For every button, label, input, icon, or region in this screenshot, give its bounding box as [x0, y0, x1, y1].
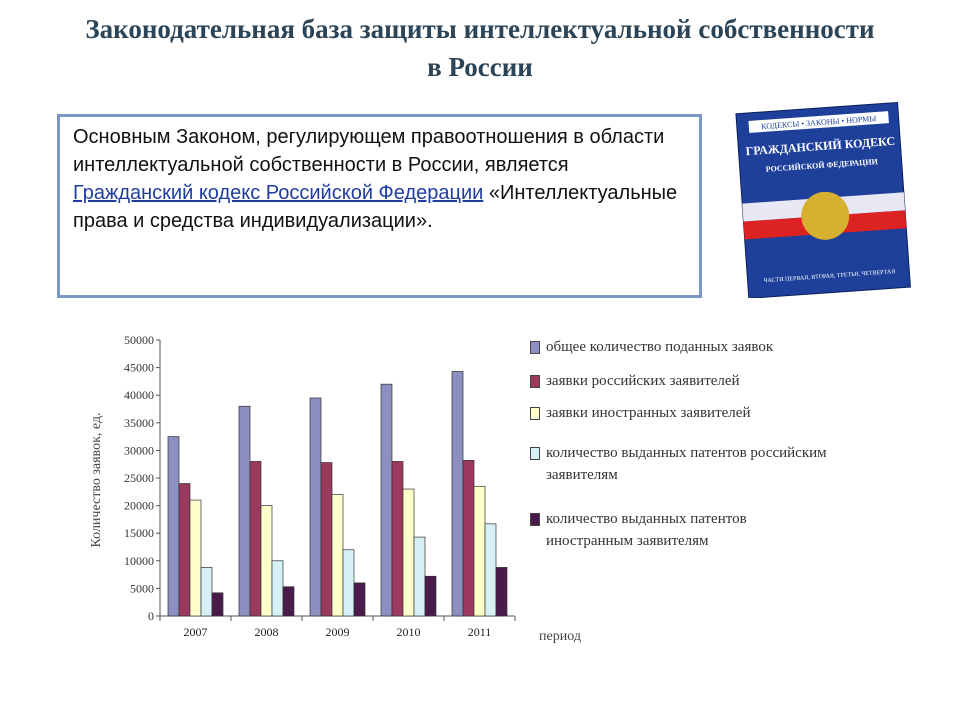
legend-item: количество выданных патентов иностранным… [530, 508, 830, 552]
y-tick-label: 10000 [124, 554, 154, 568]
bar [200, 567, 213, 617]
x-axis-label: период [539, 629, 581, 644]
legend-item: заявки иностранных заявителей [530, 402, 830, 424]
label [748, 111, 889, 133]
y-tick-label: 20000 [124, 499, 154, 513]
bar [402, 488, 415, 617]
bar [451, 371, 464, 617]
bar [211, 592, 224, 617]
bar [238, 405, 251, 617]
legend-label: количество выданных патентов иностранным… [546, 511, 747, 549]
bar [424, 575, 437, 617]
bar [271, 560, 284, 617]
legend-swatch [530, 407, 540, 420]
x-tick-label: 2010 [397, 625, 421, 639]
x-tick-label: 2008 [255, 625, 279, 639]
y-tick-label: 45000 [124, 361, 154, 375]
bar [331, 494, 344, 617]
legend-swatch [530, 513, 540, 526]
emblem [801, 191, 850, 240]
bar [320, 462, 333, 617]
legend-swatch [530, 375, 540, 388]
x-tick-label: 2009 [326, 625, 350, 639]
legend-label: количество выданных патентов российским … [546, 445, 827, 483]
bar [167, 436, 180, 617]
text-box: Основным Законом, регулирующем правоотно… [57, 114, 702, 298]
bar [462, 459, 475, 617]
bar [189, 499, 202, 617]
bar [309, 397, 322, 617]
chart: Количество заявок, ед. период 0 5000 10000… [89, 333, 581, 644]
legend-label: общее количество поданных заявок [546, 339, 774, 355]
legend-label: заявки иностранных заявителей [546, 405, 751, 421]
slide-title: Законодательная база защиты интеллектуал… [85, 14, 875, 82]
x-tick-label: 2007 [184, 625, 208, 639]
bar [495, 567, 508, 617]
link[interactable]: Гражданский кодекс Российской Федерации [73, 182, 484, 204]
y-tick-label: 25000 [124, 471, 154, 485]
bar [413, 536, 426, 617]
bar [353, 582, 366, 617]
text: Основным Законом, регулирующем правоотно… [73, 126, 665, 176]
y-axis-label: Количество заявок, ед. [89, 412, 104, 547]
y-tick-label: 0 [148, 609, 154, 623]
y-tick-label: 15000 [124, 526, 154, 540]
y-tick-label: 35000 [124, 416, 154, 430]
book-cover: КОДЕКСЫ • ЗАКОНЫ • НОРМЫ ГРАЖДАНСКИЙ КОД… [735, 101, 911, 298]
legend-label: заявки российских заявителей [546, 373, 740, 389]
legend-swatch [530, 447, 540, 460]
y-tick-label: 50000 [124, 333, 154, 347]
legend-item: заявки российских заявителей [530, 370, 830, 392]
bar [178, 483, 191, 617]
bar [249, 461, 262, 617]
bar [391, 461, 404, 617]
text: «Интеллектуальные права и средства индив… [73, 182, 678, 232]
bar [380, 383, 393, 617]
legend-item: количество выданных патентов российским … [530, 442, 830, 486]
bar [342, 549, 355, 617]
x-tick-label: 2011 [468, 625, 492, 639]
y-tick-label: 40000 [124, 388, 154, 402]
y-tick-label: 5000 [130, 581, 154, 595]
legend-item: общее количество поданных заявок [530, 336, 830, 358]
bar [484, 523, 497, 617]
y-tick-label: 30000 [124, 443, 154, 457]
bar [473, 485, 486, 617]
legend-swatch [530, 341, 540, 354]
legend: общее количество поданных заявок заявки р… [530, 336, 830, 552]
bar [282, 586, 295, 617]
bar [260, 505, 273, 617]
